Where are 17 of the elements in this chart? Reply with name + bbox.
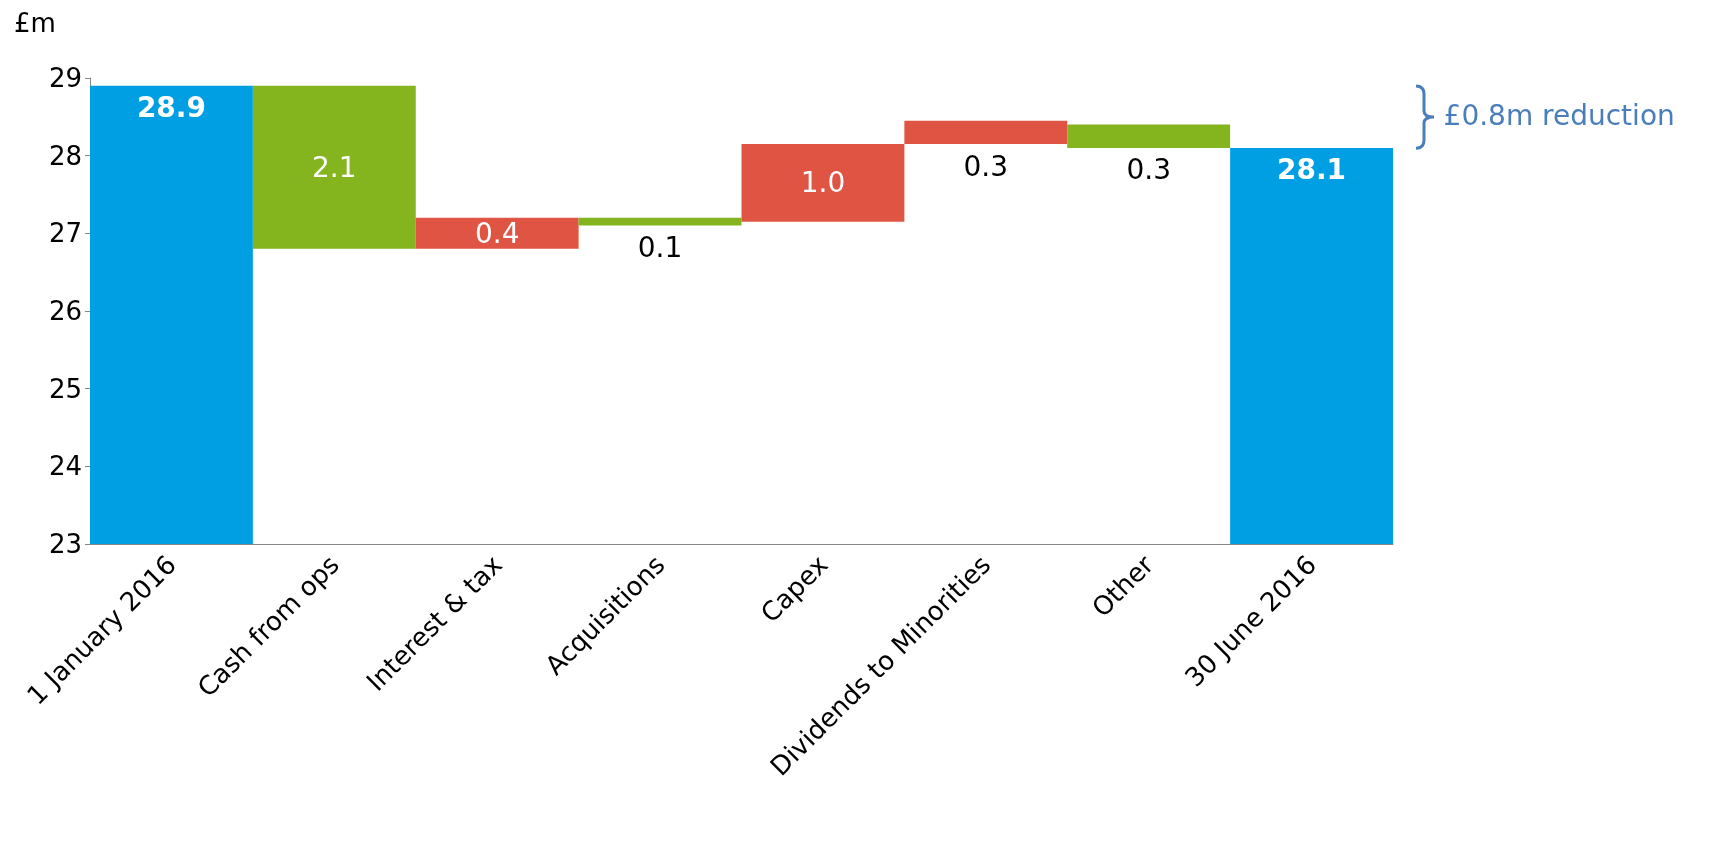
y-tick-label: 24 <box>48 451 82 482</box>
y-tick-label: 29 <box>48 63 82 93</box>
data-label: 28.1 <box>1277 153 1347 187</box>
text: £0.8m reduction <box>1443 98 1675 132</box>
y-tick-label: 26 <box>48 296 82 326</box>
data-label: 0.3 <box>963 149 1009 183</box>
data-label: 0.1 <box>637 231 683 265</box>
data-label: 1.0 <box>800 166 846 200</box>
data-label: 28.9 <box>136 91 206 125</box>
y-tick-label: 28 <box>48 140 82 171</box>
y-axis-title: £m <box>14 8 56 38</box>
y-tick-label: 25 <box>48 373 82 404</box>
data-label: 2.1 <box>312 150 357 184</box>
data-label: 0.4 <box>474 216 520 250</box>
y-tick-label: 27 <box>48 218 82 249</box>
data-label: 0.3 <box>1126 153 1171 187</box>
y-tick-label: 23 <box>48 529 82 559</box>
